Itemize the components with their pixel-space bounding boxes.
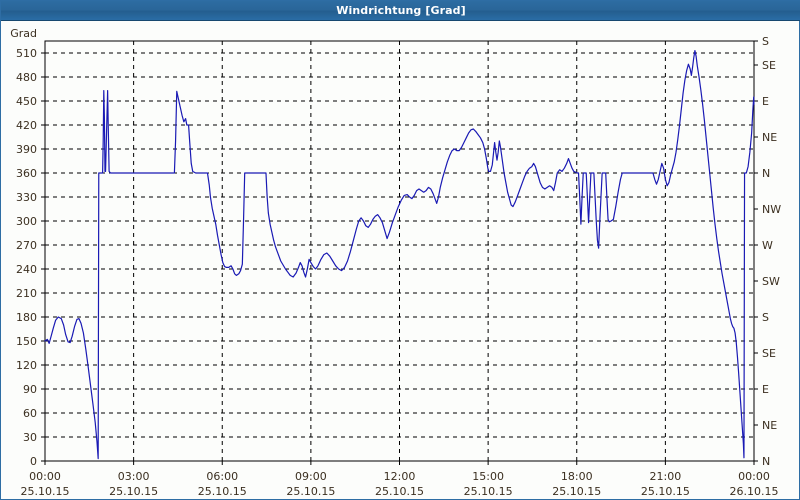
x-axis-tick-labels: 00:00 25.10.15 03:00 25.10.15 06:00 25.10.15 0… (21, 470, 779, 498)
window-titlebar: Windrichtung [Grad] (1, 1, 800, 21)
y-axis-tick-labels: 0 30 60 90 120 150 180 210 240 270 300 330 360 390 420… (16, 47, 37, 468)
y-tick-label: 300 (16, 215, 37, 228)
gridlines (45, 41, 754, 461)
x-tick-time-label: 15:00 (472, 470, 504, 483)
y-tick-label: 360 (16, 167, 37, 180)
y2-axis-tick-labels: N NE E SE S SW W NW N NE E SE S (762, 35, 781, 468)
y2-tick-label: SW (762, 275, 780, 288)
y2-tick-label: NE (762, 131, 777, 144)
left-axis-ticks (41, 52, 45, 462)
y-tick-label: 90 (23, 383, 37, 396)
x-tick-date-label: 25.10.15 (552, 485, 601, 498)
chart-canvas: 0 30 60 90 120 150 180 210 240 270 300 330 360 390 420… (1, 22, 799, 499)
y2-tick-label: S (762, 311, 769, 324)
x-tick-date-label: 25.10.15 (464, 485, 513, 498)
x-tick-date-label: 25.10.15 (198, 485, 247, 498)
y-tick-label: 330 (16, 191, 37, 204)
x-tick-time-label: 09:00 (295, 470, 327, 483)
y2-tick-label: N (762, 167, 770, 180)
y-tick-label: 420 (16, 119, 37, 132)
x-tick-time-label: 18:00 (561, 470, 593, 483)
right-axis-ticks (754, 40, 758, 462)
x-tick-time-label: 00:00 (738, 470, 770, 483)
x-tick-time-label: 21:00 (650, 470, 682, 483)
y-tick-label: 390 (16, 143, 37, 156)
y-tick-label: 60 (23, 407, 37, 420)
y-tick-label: 30 (23, 431, 37, 444)
x-tick-time-label: 12:00 (384, 470, 416, 483)
data-series-line (44, 50, 755, 460)
y-tick-label: 150 (16, 335, 37, 348)
x-tick-date-label: 26.10.15 (730, 485, 779, 498)
y2-tick-label: NE (762, 419, 777, 432)
x-tick-time-label: 03:00 (118, 470, 150, 483)
y-tick-label: 240 (16, 263, 37, 276)
y2-tick-label: E (762, 95, 769, 108)
y-tick-label: 270 (16, 239, 37, 252)
y2-tick-label: SE (762, 59, 776, 72)
y-tick-label: 210 (16, 287, 37, 300)
x-tick-date-label: 25.10.15 (641, 485, 690, 498)
x-tick-date-label: 25.10.15 (109, 485, 158, 498)
plot-frame (44, 40, 755, 462)
y-tick-label: 0 (30, 455, 37, 468)
x-tick-date-label: 25.10.15 (375, 485, 424, 498)
window-title: Windrichtung [Grad] (336, 4, 466, 17)
bottom-axis-ticks (44, 461, 755, 465)
y-tick-label: 480 (16, 71, 37, 84)
x-tick-time-label: 00:00 (29, 470, 61, 483)
y2-tick-label: E (762, 383, 769, 396)
y-tick-label: 450 (16, 95, 37, 108)
y-tick-label: 180 (16, 311, 37, 324)
y2-tick-label: SE (762, 347, 776, 360)
y2-tick-label: W (762, 239, 773, 252)
y2-tick-label: NW (762, 203, 781, 216)
y2-tick-label: S (762, 35, 769, 48)
x-tick-date-label: 25.10.15 (286, 485, 335, 498)
y-tick-label: 120 (16, 359, 37, 372)
y2-tick-label: N (762, 455, 770, 468)
wind-direction-line-chart: 0 30 60 90 120 150 180 210 240 270 300 330 360 390 420… (1, 22, 799, 499)
x-tick-date-label: 25.10.15 (21, 485, 70, 498)
x-tick-time-label: 06:00 (206, 470, 238, 483)
y-tick-label: 510 (16, 47, 37, 60)
y-axis-unit-label: Grad (10, 27, 37, 40)
